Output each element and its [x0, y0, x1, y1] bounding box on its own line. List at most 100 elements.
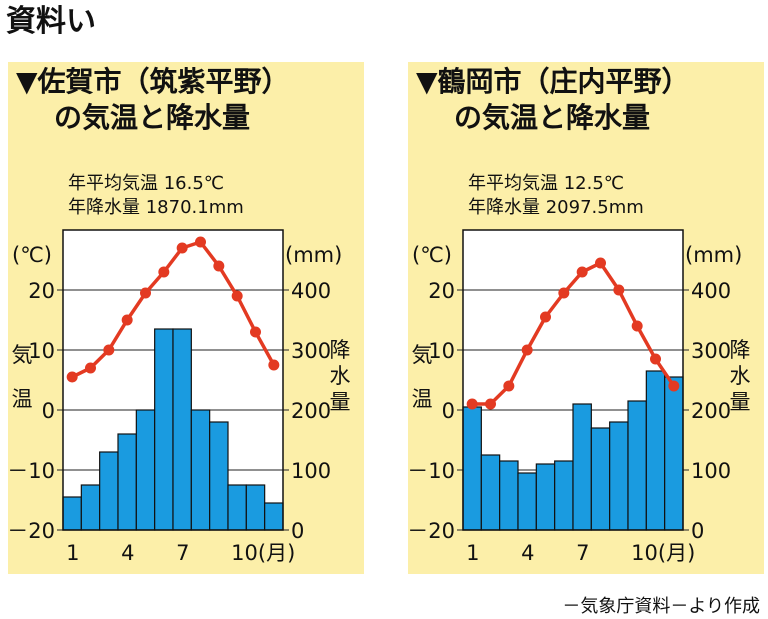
precipitation-bar: [499, 460, 519, 531]
right-axis-label: 降水量: [730, 338, 751, 414]
temperature-point: [231, 290, 243, 302]
x-tick-label: 7: [576, 541, 589, 565]
temperature-point: [613, 284, 625, 296]
precipitation-bar: [135, 409, 156, 531]
right-tick-label: 400: [291, 279, 331, 303]
right-axis-unit: (mm): [685, 243, 742, 267]
temperature-point: [576, 266, 588, 278]
temperature-point: [213, 260, 225, 272]
left-tick-label: 10: [428, 339, 455, 363]
right-tick-label: 300: [291, 339, 331, 363]
annual-stats: 年平均気温 12.5℃ 年降水量 2097.5mm: [468, 172, 644, 220]
precipitation-bar: [62, 496, 82, 531]
chart-title-line2: の気温と降水量: [54, 101, 251, 134]
x-tick-label: 4: [521, 541, 534, 565]
precipitation-bar: [99, 451, 119, 531]
temperature-point: [195, 236, 206, 248]
left-tick-label: 20: [28, 279, 55, 303]
annual-temperature: 年平均気温 16.5℃: [68, 173, 225, 194]
precipitation-bar: [227, 484, 247, 531]
right-tick-label: 300: [691, 339, 731, 363]
temperature-point: [250, 326, 261, 338]
temperature-point: [268, 359, 280, 371]
temperature-point: [521, 344, 533, 356]
chart-title: ▼佐賀市（筑紫平野） の気温と降水量: [16, 64, 290, 136]
temperature-point: [103, 344, 115, 356]
x-tick-label: 10(月): [231, 541, 295, 565]
precipitation-bar: [554, 460, 574, 531]
x-tick-label: 1: [66, 541, 79, 565]
precipitation-bar: [645, 370, 666, 531]
temperature-point: [466, 398, 478, 410]
precipitation-bar: [245, 484, 266, 531]
temperature-point: [140, 287, 151, 299]
right-tick-label: 100: [691, 459, 731, 483]
chart-panel-tsuruoka: ▼鶴岡市（庄内平野） の気温と降水量 年平均気温 12.5℃ 年降水量 2097…: [408, 62, 764, 574]
right-tick-label: 200: [291, 399, 331, 423]
x-tick-label: 7: [176, 541, 189, 565]
annual-precipitation: 年降水量 1870.1mm: [68, 197, 244, 218]
temperature-point: [503, 380, 515, 392]
temperature-point: [631, 320, 643, 332]
precipitation-bar: [535, 463, 556, 531]
x-tick-label: 1: [466, 541, 479, 565]
precipitation-bar: [154, 328, 174, 531]
chart-title-line1: ▼佐賀市（筑紫平野）: [16, 65, 290, 98]
right-tick-label: 0: [691, 519, 704, 543]
annual-stats: 年平均気温 16.5℃ 年降水量 1870.1mm: [68, 172, 244, 220]
annual-temperature: 年平均気温 12.5℃: [468, 173, 625, 194]
right-axis-label: 降水量: [330, 338, 351, 414]
precipitation-bar: [627, 400, 647, 531]
temperature-point: [485, 398, 496, 410]
precipitation-bar: [172, 328, 192, 531]
annual-precipitation: 年降水量 2097.5mm: [468, 197, 644, 218]
left-tick-label: －10: [8, 459, 55, 483]
left-axis-label: 気温: [12, 343, 33, 411]
left-tick-label: 0: [42, 399, 55, 423]
right-axis-unit: (mm): [285, 243, 342, 267]
precipitation-bar: [664, 376, 684, 531]
temperature-point: [121, 314, 133, 326]
precipitation-bar: [480, 454, 501, 531]
right-tick-label: 400: [691, 279, 731, 303]
temperature-point: [558, 287, 570, 299]
precipitation-bar: [80, 484, 101, 531]
chart-title: ▼鶴岡市（庄内平野） の気温と降水量: [416, 64, 690, 136]
precipitation-bar: [609, 421, 629, 531]
temperature-point: [176, 242, 188, 254]
left-tick-label: 20: [428, 279, 455, 303]
temperature-point: [668, 380, 680, 392]
chart-panel-saga: ▼佐賀市（筑紫平野） の気温と降水量 年平均気温 16.5℃ 年降水量 1870…: [8, 62, 364, 574]
page-heading: 資料い: [6, 4, 96, 39]
precipitation-bar: [462, 406, 482, 531]
precipitation-bar: [517, 472, 537, 531]
source-note: －気象庁資料－より作成: [562, 596, 760, 617]
temperature-point: [85, 362, 96, 374]
chart-title-line1: ▼鶴岡市（庄内平野）: [416, 65, 690, 98]
plot-frame: [62, 229, 284, 531]
left-tick-label: －10: [408, 459, 455, 483]
x-tick-label: 4: [121, 541, 134, 565]
temperature-point: [650, 353, 661, 365]
left-axis-unit: (℃): [412, 243, 452, 267]
left-axis-unit: (℃): [12, 243, 52, 267]
precipitation-bar: [190, 409, 211, 531]
precipitation-bar: [590, 427, 611, 531]
right-tick-label: 100: [291, 459, 331, 483]
precipitation-bar: [209, 421, 229, 531]
precipitation-bar: [117, 433, 137, 531]
precipitation-bar: [264, 502, 284, 531]
left-tick-label: 10: [28, 339, 55, 363]
x-tick-label: 10(月): [631, 541, 695, 565]
right-tick-label: 0: [291, 519, 304, 543]
left-tick-label: －20: [8, 519, 55, 543]
left-tick-label: －20: [408, 519, 455, 543]
precipitation-bar: [572, 403, 592, 531]
left-axis-label: 気温: [412, 343, 433, 411]
plot-frame: [462, 229, 684, 531]
temperature-point: [540, 311, 551, 323]
temperature-point: [595, 257, 606, 269]
temperature-point: [158, 266, 170, 278]
